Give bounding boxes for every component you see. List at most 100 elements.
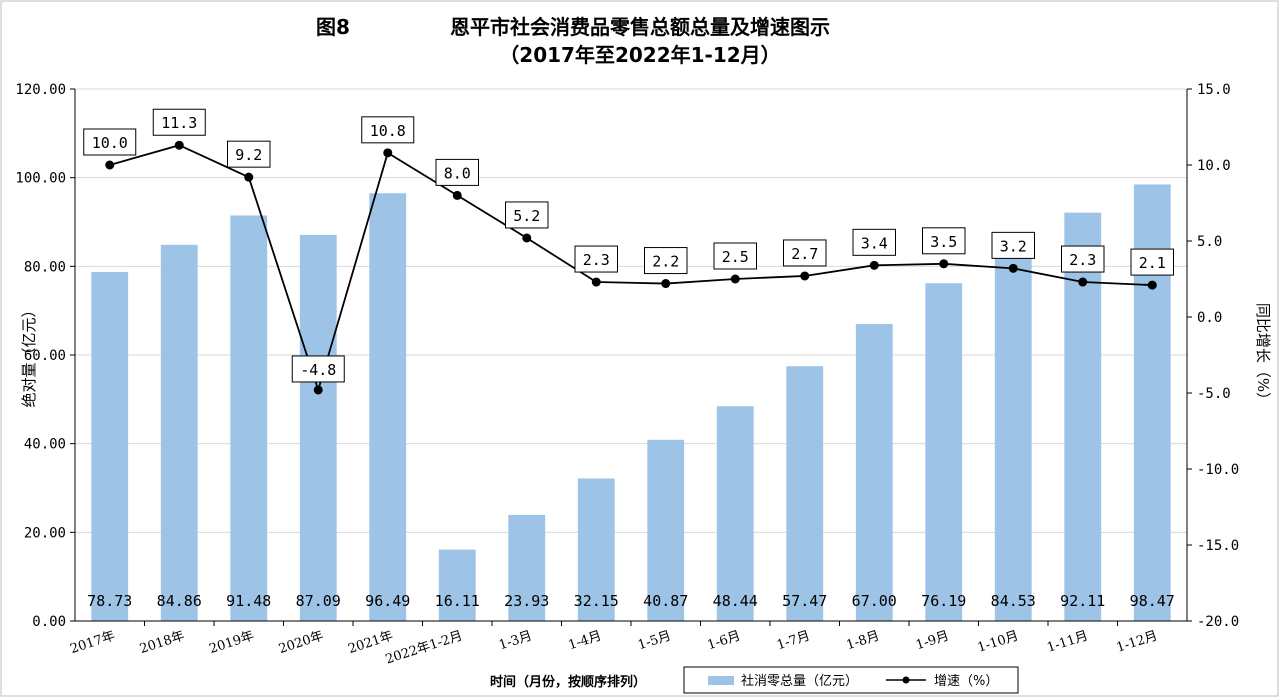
growth-label-box	[435, 158, 479, 186]
y-left-tick-label: 120.00	[15, 82, 66, 98]
figure-label: 图8	[316, 15, 350, 39]
y-left-tick-label: 40.00	[24, 437, 66, 453]
legend-line-label: 增速（%）	[934, 674, 998, 689]
growth-label: 9.2	[235, 146, 262, 164]
growth-point	[661, 279, 671, 289]
growth-point	[383, 148, 393, 158]
growth-point	[313, 385, 323, 395]
bar	[299, 234, 337, 621]
growth-label-box	[83, 128, 137, 156]
growth-label: 3.2	[1000, 237, 1027, 255]
growth-label: 2.5	[722, 248, 749, 266]
bar-value-label: 32.15	[574, 592, 619, 610]
growth-point	[730, 274, 740, 284]
legend-box	[683, 666, 1019, 694]
growth-point	[1008, 263, 1018, 273]
legend-bar-label: 社消零总量（亿元）	[741, 673, 858, 689]
growth-label: 2.7	[791, 245, 818, 263]
y-axis-right-title: 同比增长（%）	[1254, 303, 1272, 407]
growth-label: 3.4	[861, 234, 888, 252]
bar	[716, 406, 754, 621]
bar	[1064, 212, 1102, 621]
bar-value-label: 48.44	[713, 592, 758, 610]
y-right-tick-label: -15.0	[1197, 538, 1239, 554]
legend-line-marker	[902, 676, 910, 684]
growth-label-box	[361, 116, 415, 144]
bar	[855, 323, 893, 621]
growth-point	[800, 271, 810, 281]
y-right-tick-label: -20.0	[1197, 614, 1239, 630]
bar	[577, 478, 615, 621]
growth-label-box	[152, 108, 206, 136]
legend-bar-swatch	[708, 676, 734, 685]
growth-point	[244, 172, 254, 182]
y-left-tick-label: 100.00	[15, 171, 66, 187]
legend: 社消零总量（亿元） 增速（%）	[683, 666, 1019, 694]
growth-line	[109, 144, 1153, 394]
line-layer	[105, 140, 1157, 395]
growth-point	[452, 190, 462, 200]
label-layer: 78.73 84.86 91.48 87.09 96.49 16.11 23.93 32.15…	[83, 108, 1175, 610]
bar-value-label: 98.47	[1130, 592, 1175, 610]
growth-label: 2.1	[1139, 254, 1166, 272]
growth-label-box	[227, 140, 271, 168]
bar	[508, 514, 546, 621]
growth-point	[1147, 280, 1157, 290]
growth-label: -4.8	[300, 361, 336, 379]
growth-label-box	[505, 201, 549, 229]
bar	[369, 193, 407, 621]
y-right-tick-label: -5.0	[1197, 386, 1231, 402]
y-right-tick-label: -10.0	[1197, 462, 1239, 478]
growth-label: 2.3	[583, 251, 610, 269]
bar	[160, 244, 198, 621]
bar-value-label: 40.87	[643, 592, 688, 610]
growth-label-box	[644, 247, 688, 275]
bar-value-label: 84.86	[157, 592, 202, 610]
growth-label-box	[574, 245, 618, 273]
growth-label-box	[991, 231, 1035, 259]
bar	[994, 246, 1032, 621]
bar-value-label: 84.53	[991, 592, 1036, 610]
bar-layer	[91, 184, 1171, 622]
growth-point	[869, 260, 879, 270]
chart-subtitle: （2017年至2022年1-12月）	[499, 43, 780, 67]
bar-value-label: 76.19	[921, 592, 966, 610]
y-right-tick-label: 10.0	[1197, 158, 1231, 174]
bar-value-label: 87.09	[296, 592, 341, 610]
bar	[925, 283, 963, 621]
growth-point	[522, 233, 532, 243]
growth-label: 2.2	[652, 253, 679, 271]
bar	[230, 215, 268, 621]
growth-label: 11.3	[161, 114, 197, 132]
bar-value-label: 16.11	[435, 592, 480, 610]
bar	[786, 366, 824, 621]
y-right-tick-label: 0.0	[1197, 310, 1222, 326]
growth-point	[105, 160, 115, 170]
bar-value-label: 78.73	[87, 592, 132, 610]
y-left-tick-label: 0.00	[32, 614, 66, 630]
growth-label-box	[783, 239, 827, 267]
y-axis-left-title: 绝对量（亿元）	[20, 302, 38, 407]
y-left-tick-label: 60.00	[24, 348, 66, 364]
y-right-tick-label: 15.0	[1197, 82, 1231, 98]
growth-point	[174, 140, 184, 150]
chart-title: 恩平市社会消费品零售总额总量及增速图示	[450, 15, 830, 39]
bar-value-label: 57.47	[782, 592, 827, 610]
growth-point	[1078, 277, 1088, 287]
growth-label: 2.3	[1069, 251, 1096, 269]
growth-label-box	[922, 227, 966, 255]
growth-label-box	[852, 228, 896, 256]
bar	[438, 549, 476, 621]
bar-value-label: 67.00	[852, 592, 897, 610]
x-axis-title: 时间（月份，按顺序排列）	[490, 674, 646, 690]
growth-label: 5.2	[513, 207, 540, 225]
growth-label: 3.5	[930, 233, 957, 251]
growth-label: 10.8	[370, 122, 406, 140]
growth-label-box	[713, 242, 757, 270]
bar	[647, 439, 685, 621]
bar-value-label: 96.49	[365, 592, 410, 610]
y-left-tick-label: 20.00	[24, 525, 66, 541]
growth-label: 10.0	[92, 134, 128, 152]
growth-label-box	[291, 355, 345, 383]
